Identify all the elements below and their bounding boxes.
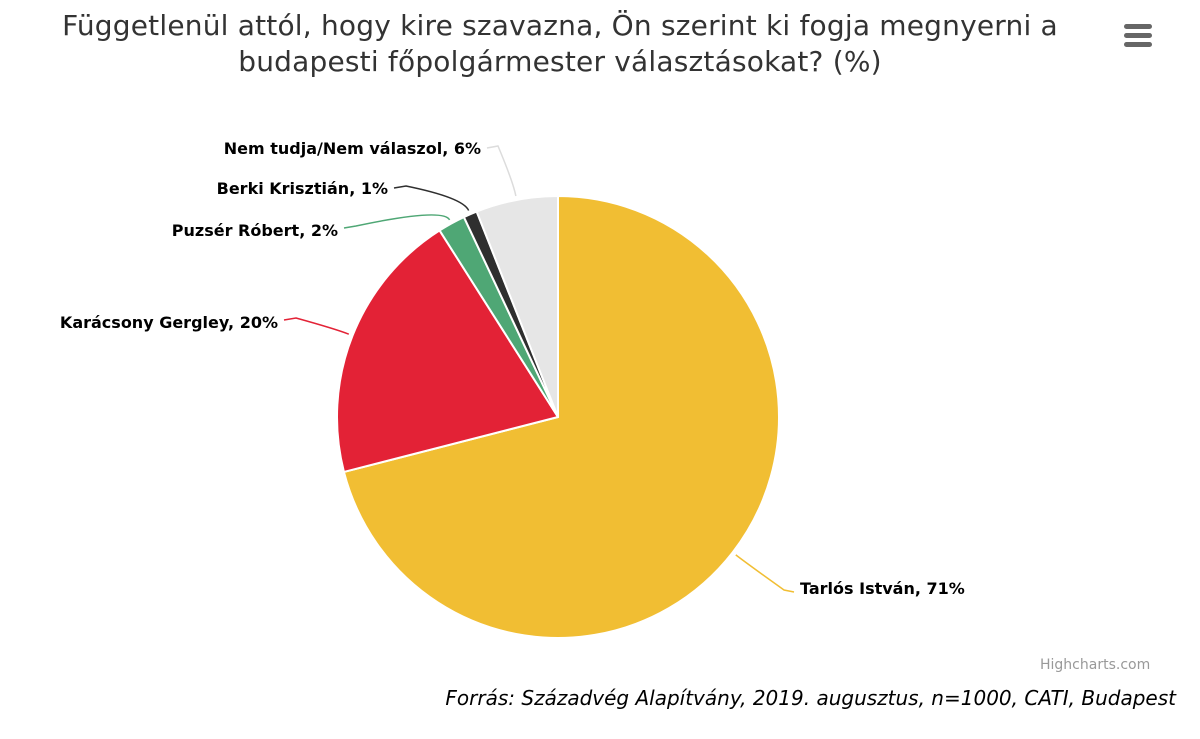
pie-data-labels: Tarlós István, 71% Karácsony Gergley, 20%… [60,139,965,598]
pie-slices [336,195,780,639]
source-note: Forrás: Századvég Alapítvány, 2019. augu… [445,686,1176,710]
pie-label-connector [343,214,451,229]
pie-label-connector [283,317,350,335]
hamburger-menu-icon-bar [1124,42,1152,47]
pie-label-connector [735,554,795,593]
pie-data-label: Berki Krisztián, 1% [217,179,388,198]
pie-slice[interactable] [342,195,780,639]
pie-slice[interactable] [336,229,559,473]
pie-data-label: Puzsér Róbert, 2% [172,221,338,240]
pie-label-connector [393,185,470,211]
chart-menu-button[interactable] [1118,18,1158,52]
pie-data-label: Tarlós István, 71% [800,579,965,598]
pie-data-label: Karácsony Gergley, 20% [60,313,278,332]
hamburger-menu-icon-bar [1124,33,1152,38]
pie-slice[interactable] [475,195,559,418]
pie-data-label: Nem tudja/Nem válaszol, 6% [224,139,481,158]
hamburger-menu-icon [1124,24,1152,29]
pie-label-connector [486,145,517,197]
credits-link[interactable]: Highcharts.com [1040,657,1151,673]
pie-label-connectors [283,145,795,593]
chart-title: Függetlenül attól, hogy kire szavazna, Ö… [62,9,1058,78]
